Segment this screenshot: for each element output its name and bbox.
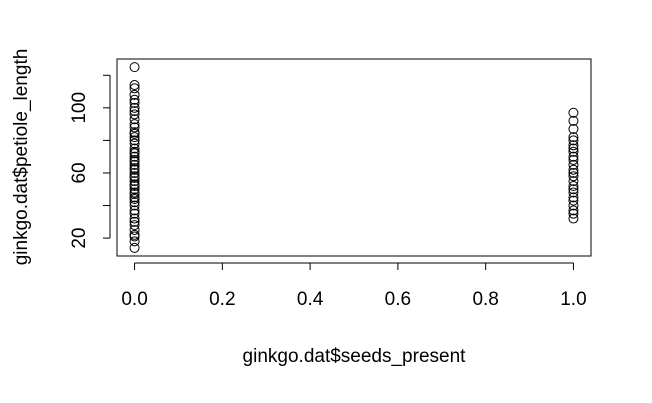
point — [129, 236, 140, 247]
point — [129, 216, 140, 227]
point — [129, 242, 140, 253]
point — [129, 119, 140, 130]
point — [129, 192, 140, 203]
point — [129, 187, 140, 198]
x-tick-label: 0.4 — [297, 289, 324, 310]
point — [129, 151, 140, 162]
point — [568, 167, 579, 178]
plot-box — [116, 58, 592, 257]
point — [568, 171, 579, 182]
point — [129, 102, 140, 113]
point — [568, 176, 579, 187]
point — [129, 83, 140, 94]
point — [129, 171, 140, 182]
point — [568, 154, 579, 165]
point — [568, 184, 579, 195]
point — [129, 132, 140, 143]
point — [129, 213, 140, 224]
point — [568, 208, 579, 219]
point — [129, 135, 140, 146]
point — [568, 159, 579, 170]
x-axis-label: ginkgo.dat$seeds_present — [243, 346, 467, 367]
point — [568, 180, 579, 191]
point — [568, 124, 579, 135]
point — [129, 220, 140, 231]
point — [568, 164, 579, 175]
point — [129, 176, 140, 187]
point — [129, 159, 140, 170]
point — [129, 138, 140, 149]
y-axis-label: ginkgo.dat$petiole_length — [11, 49, 32, 266]
point — [129, 205, 140, 216]
point — [129, 106, 140, 117]
point — [129, 127, 140, 138]
point — [129, 179, 140, 190]
x-tick-label: 1.0 — [560, 289, 586, 310]
point — [568, 195, 579, 206]
point — [568, 205, 579, 216]
x-tick-label: 0.6 — [385, 289, 411, 310]
point — [129, 163, 140, 174]
point — [129, 224, 140, 235]
point — [568, 115, 579, 126]
point — [568, 213, 579, 224]
point — [568, 132, 579, 143]
point — [568, 140, 579, 151]
point — [568, 135, 579, 146]
point — [129, 208, 140, 219]
y-tick-label: 60 — [69, 162, 90, 183]
x-tick-label: 0.2 — [209, 289, 235, 310]
point — [568, 200, 579, 211]
y-tick-label: 20 — [69, 228, 90, 249]
point — [129, 200, 140, 211]
point — [568, 146, 579, 157]
point — [129, 154, 140, 165]
y-tick-label: 100 — [69, 92, 90, 124]
point — [568, 187, 579, 198]
point — [129, 94, 140, 105]
point — [129, 80, 140, 91]
point — [568, 151, 579, 162]
point — [129, 62, 140, 73]
point — [129, 109, 140, 120]
point — [568, 143, 579, 154]
point — [568, 107, 579, 118]
point — [129, 146, 140, 157]
point — [129, 197, 140, 208]
x-tick-label: 0.0 — [121, 289, 147, 310]
point — [568, 192, 579, 203]
point — [129, 89, 140, 100]
point — [129, 122, 140, 133]
point — [129, 167, 140, 178]
x-tick-label: 0.8 — [472, 289, 498, 310]
point — [129, 229, 140, 240]
point — [129, 143, 140, 154]
point — [129, 184, 140, 195]
point — [129, 114, 140, 125]
point — [129, 97, 140, 108]
